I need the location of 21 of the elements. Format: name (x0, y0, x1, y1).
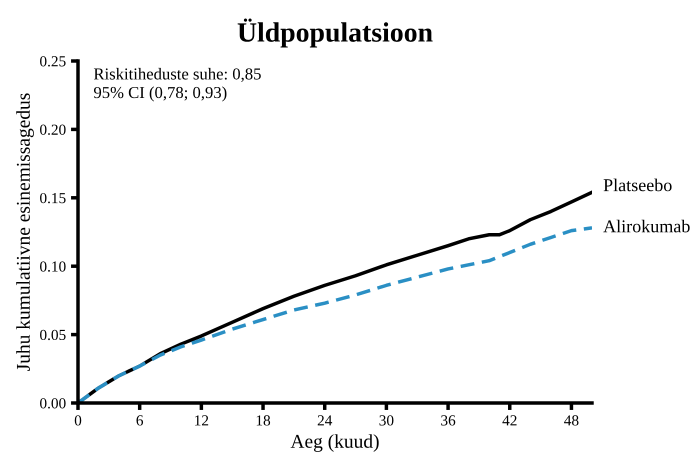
y-axis-title: Juhu kumulatiivne esinemissagedus (16, 93, 34, 371)
series-label: Alirokumab (603, 220, 690, 232)
y-tick-label: 0.00 (40, 398, 66, 409)
x-tick-label: 0 (74, 415, 82, 426)
y-tick-label: 0.15 (40, 192, 66, 204)
x-tick-label: 6 (136, 415, 144, 426)
chart-title: Üldpopulatsioon (238, 18, 433, 48)
x-tick-label: 36 (441, 415, 456, 426)
x-tick-label: 30 (379, 415, 394, 426)
x-axis-title: Aeg (kuud) (290, 434, 379, 452)
annotation: Riskitiheduste suhe: 0,85 95% CI (0,78; 0,93) (94, 68, 261, 102)
x-tick-label: 24 (318, 415, 332, 426)
x-tick-label: 12 (195, 415, 208, 426)
y-tick-label: 0.25 (40, 56, 66, 67)
series-label: Platseebo (604, 178, 672, 192)
y-tick-label: 0.10 (40, 261, 66, 272)
x-tick-label: 18 (256, 415, 270, 426)
y-tick-label: 0.20 (40, 124, 66, 135)
x-tick-label: 42 (502, 415, 517, 426)
y-tick-label: 0.05 (40, 330, 66, 340)
x-tick-label: 48 (564, 415, 578, 426)
